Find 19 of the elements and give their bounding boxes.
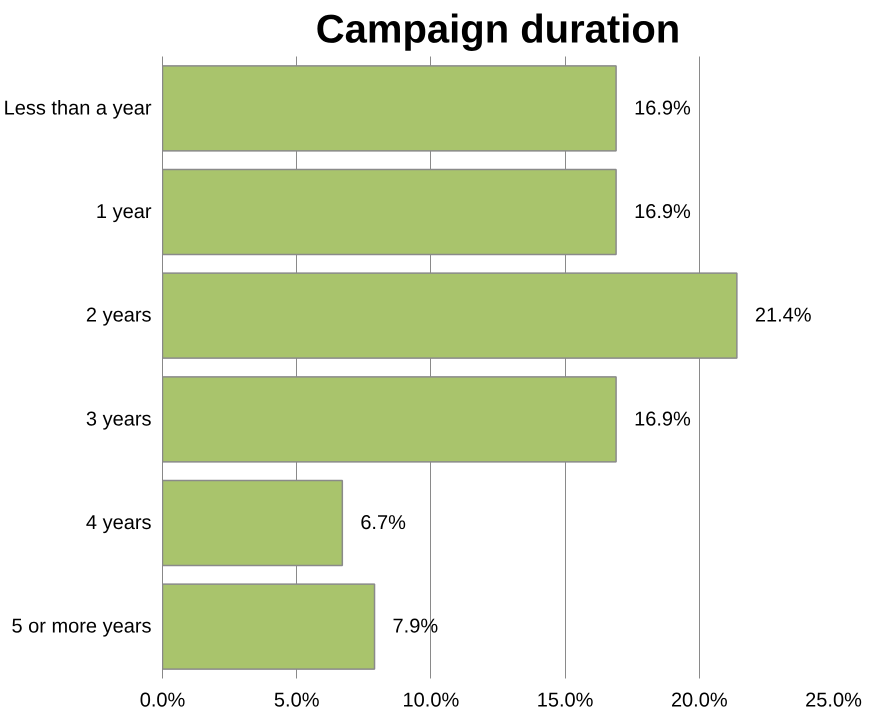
y-tick-label: 2 years xyxy=(86,304,152,327)
data-label: 6.7% xyxy=(360,512,406,534)
y-tick-label: 5 or more years xyxy=(11,616,152,638)
x-tick-label: 5.0% xyxy=(274,690,320,712)
y-tick-label: Less than a year xyxy=(4,97,152,120)
x-tick-label: 25.0% xyxy=(805,690,862,712)
x-tick-label: 10.0% xyxy=(402,690,460,712)
y-tick-label: 1 year xyxy=(96,201,152,223)
x-tick-label: 0.0% xyxy=(140,690,186,712)
y-tick-label: 3 years xyxy=(86,408,152,430)
x-tick-label: 20.0% xyxy=(670,690,728,712)
chart-title: Campaign duration xyxy=(316,8,680,52)
data-label: 7.9% xyxy=(392,616,438,638)
data-label: 16.9% xyxy=(634,97,692,120)
x-tick-label: 15.0% xyxy=(536,690,594,712)
data-label: 21.4% xyxy=(754,304,812,327)
data-label: 16.9% xyxy=(634,201,692,223)
data-label: 16.9% xyxy=(634,408,692,430)
y-tick-label: 4 years xyxy=(86,512,152,534)
